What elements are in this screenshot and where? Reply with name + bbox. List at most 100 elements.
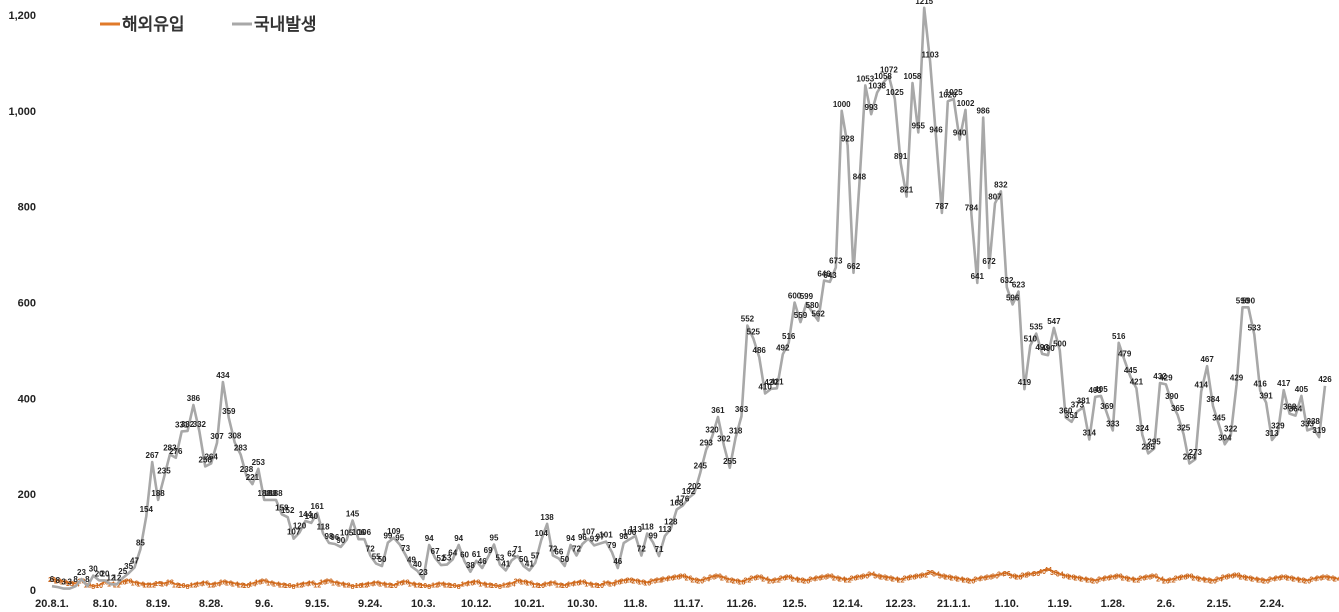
data-label: 26: [979, 576, 987, 583]
data-label: 295: [1147, 438, 1161, 447]
data-label: 28: [856, 575, 864, 582]
data-label: 23: [48, 577, 56, 584]
data-label: 26: [814, 576, 822, 583]
data-label: 293: [700, 439, 714, 448]
data-label: 64: [448, 548, 457, 557]
data-label: 928: [841, 134, 855, 143]
data-label: 96: [330, 533, 339, 542]
data-label: 26: [1174, 576, 1182, 583]
data-label: 32: [1021, 573, 1029, 580]
data-label: 547: [1047, 317, 1061, 326]
data-label: 258: [199, 455, 213, 464]
data-label: 1025: [886, 88, 904, 97]
data-label: 787: [935, 202, 949, 211]
data-label: 62: [507, 549, 516, 558]
data-label: 34: [1026, 572, 1034, 579]
data-label: 14: [137, 581, 145, 588]
data-label: 8: [457, 584, 461, 591]
data-label: 24: [1292, 577, 1300, 584]
data-label: 22: [655, 577, 663, 584]
data-label: 1072: [880, 65, 898, 74]
data-label: 20: [95, 569, 104, 578]
data-label: 40: [1038, 569, 1046, 576]
data-label: 20: [802, 578, 810, 585]
data-label: 34: [867, 572, 875, 579]
data-label: 12: [296, 582, 304, 589]
data-label: 26: [1274, 576, 1282, 583]
data-label: 24: [1079, 577, 1087, 584]
data-label: 20: [732, 578, 740, 585]
data-label: 12: [190, 582, 198, 589]
data-label: 18: [60, 579, 68, 586]
data-label: 8: [186, 584, 190, 591]
data-label: 188: [263, 489, 277, 498]
data-label: 832: [994, 180, 1008, 189]
data-label: 30: [1227, 574, 1235, 581]
data-label: 16: [131, 580, 139, 587]
data-label: 364: [1289, 405, 1303, 414]
x-tick-label: 1.28.: [1101, 598, 1125, 610]
data-label: 12: [278, 582, 286, 589]
data-label: 22: [1256, 577, 1264, 584]
data-label: 26: [885, 576, 893, 583]
data-label: 30: [1186, 574, 1194, 581]
data-label: 67: [431, 547, 440, 556]
data-label: 192: [682, 487, 696, 496]
data-label: 245: [694, 462, 708, 471]
data-label: 38: [1050, 570, 1058, 577]
data-label: 955: [912, 121, 926, 130]
data-label: 188: [257, 489, 271, 498]
data-label: 50: [519, 555, 528, 564]
data-label: 18: [254, 579, 262, 586]
data-label: 533: [1248, 324, 1262, 333]
data-label: 32: [1233, 573, 1241, 580]
data-label: 304: [1218, 433, 1232, 442]
data-label: 590: [1242, 296, 1256, 305]
data-label: 12: [148, 582, 156, 589]
data-label: 106: [358, 528, 372, 537]
data-label: 24: [1250, 577, 1258, 584]
data-label: 24: [1309, 577, 1317, 584]
data-label: 16: [643, 580, 651, 587]
data-label: 16: [396, 580, 404, 587]
data-label: 10: [419, 583, 427, 590]
data-label: 322: [1224, 425, 1238, 434]
data-label: 14: [337, 581, 345, 588]
data-label: 26: [950, 576, 958, 583]
data-label: 22: [1085, 577, 1093, 584]
data-label: 14: [584, 581, 592, 588]
data-label: 30: [89, 565, 98, 574]
data-label: 113: [629, 525, 642, 534]
data-label: 632: [1000, 276, 1014, 285]
data-label: 46: [478, 557, 487, 566]
data-label: 331: [175, 420, 189, 429]
data-label: 426: [1318, 375, 1332, 384]
data-label: 24: [791, 577, 799, 584]
data-label: 580: [806, 301, 820, 310]
data-label: 20: [649, 578, 657, 585]
data-label: 351: [1065, 411, 1079, 420]
data-label: 20: [1262, 578, 1270, 585]
data-label: 16: [525, 580, 533, 587]
data-label: 390: [1165, 392, 1179, 401]
data-label: 14: [231, 581, 239, 588]
data-label: 14: [272, 581, 280, 588]
data-label: 26: [1315, 576, 1323, 583]
data-label: 325: [1177, 423, 1191, 432]
x-tick-label: 21.1.1.: [937, 598, 971, 610]
data-label: 283: [163, 443, 177, 452]
data-label: 94: [425, 534, 434, 543]
data-labels-domestic: 6 8 3 3 823830202012122535478515426718823528…: [50, 0, 1332, 587]
data-label: 30: [1009, 574, 1017, 581]
data-label: 50: [560, 555, 569, 564]
data-label: 24: [702, 577, 710, 584]
data-label: 22: [1203, 577, 1211, 584]
data-label: 24: [1127, 577, 1135, 584]
x-tick-label: 11.26.: [727, 598, 757, 610]
data-label: 71: [655, 545, 664, 554]
x-tick-label: 12.23.: [885, 598, 916, 610]
data-label: 14: [248, 581, 256, 588]
data-label: 381: [1077, 396, 1091, 405]
